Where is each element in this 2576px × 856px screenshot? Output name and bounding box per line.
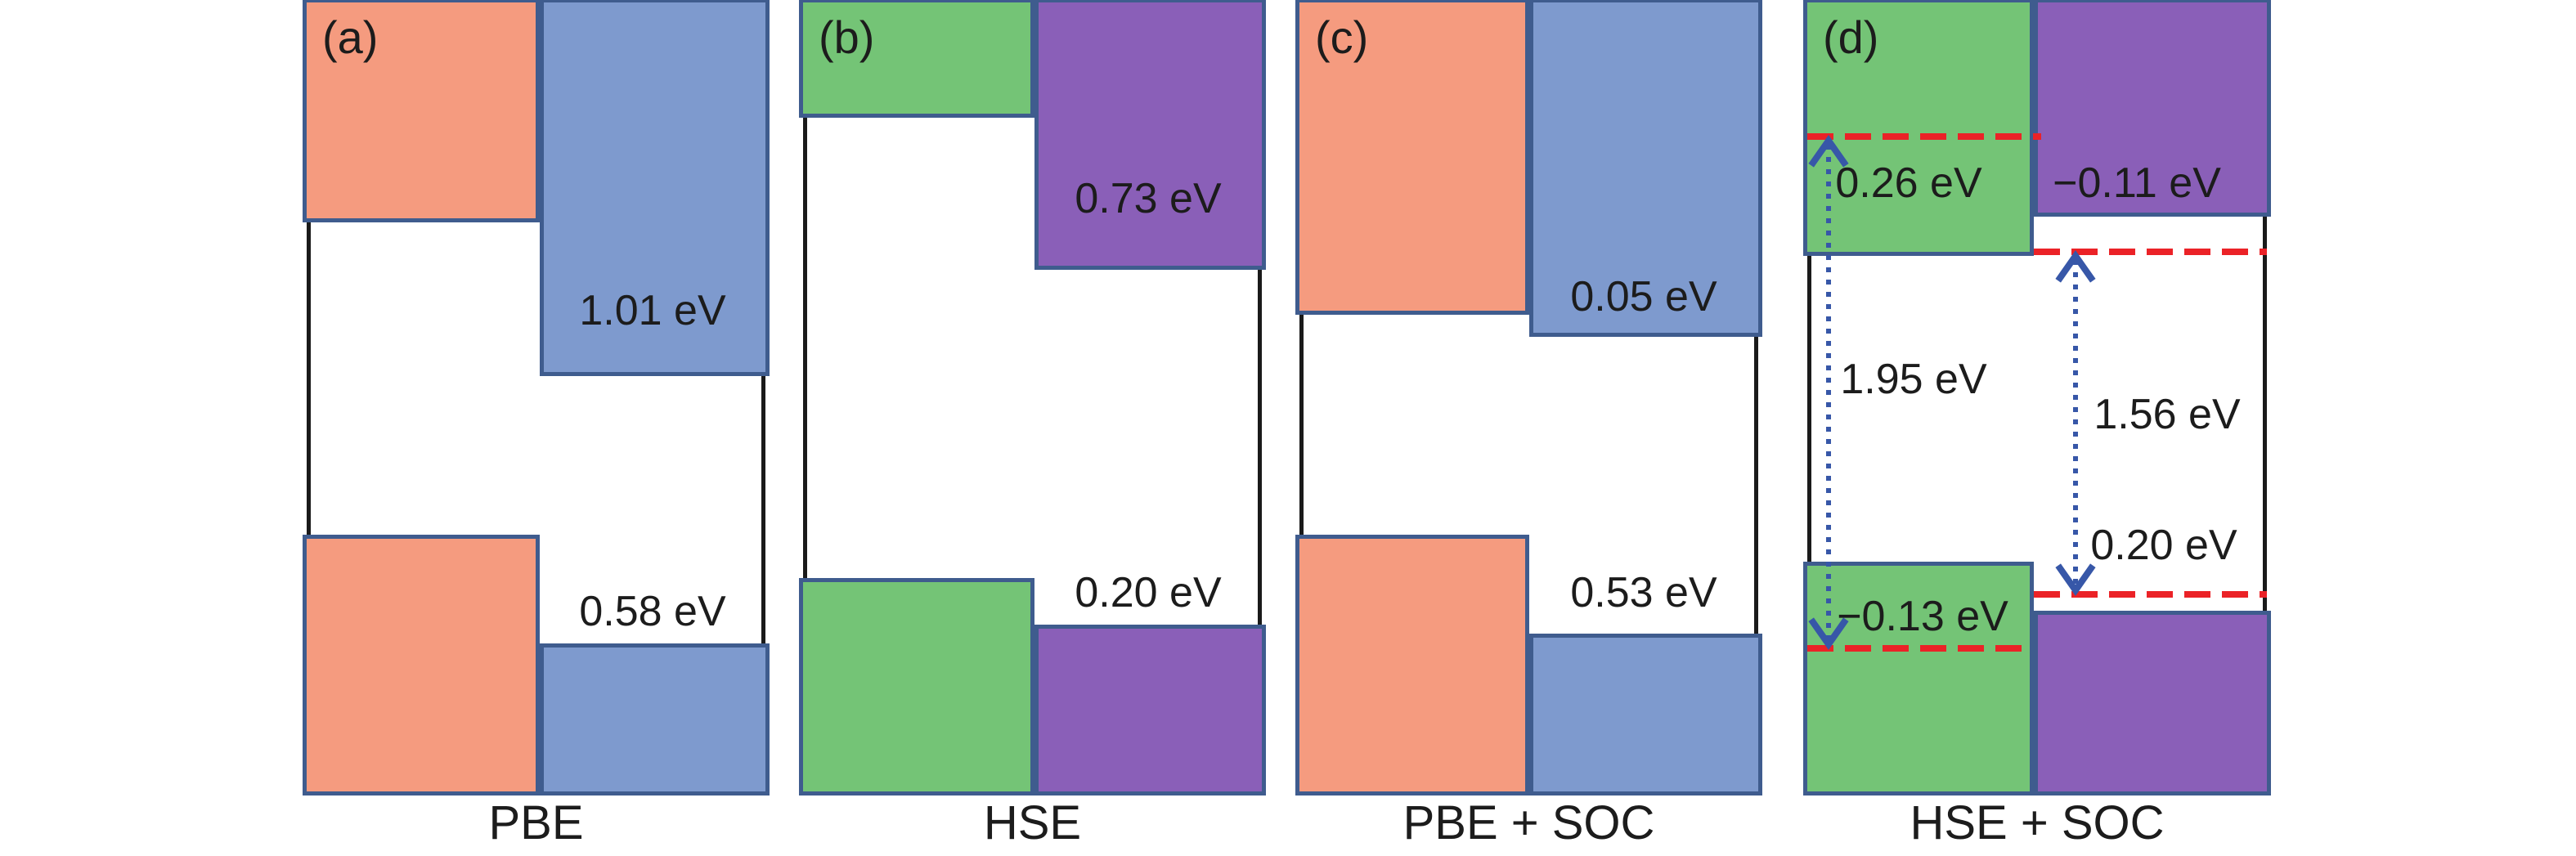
band-gap-left-label: 1.95 eV: [1840, 356, 1987, 403]
panel-letter: (a): [322, 11, 379, 63]
soc-level-dashed-line-bottom-right: [2034, 591, 2267, 598]
valence-band-block-left: [303, 535, 540, 795]
panel-c-pbe-soc: (c) 0.05 eV 0.53 eV PBE + SOC: [1295, 0, 1762, 847]
panel-letter: (b): [819, 11, 875, 63]
valence-band-offset-label: 0.53 eV: [1570, 569, 1717, 616]
panel-letter: (c): [1315, 11, 1369, 63]
soc-level-dashed-line-top-left: [1807, 133, 2041, 140]
panel-d-hse-soc: (d) 0.26 eV −0.11 eV 1.95 eV 1.56 eV 0.2…: [1803, 0, 2271, 847]
band-gap-right-label: 1.56 eV: [2094, 391, 2241, 438]
valence-band-block-right: [1529, 634, 1762, 795]
conduction-band-block-left: [1295, 0, 1529, 315]
panel-caption: HSE + SOC: [1910, 796, 2165, 849]
conduction-band-offset-label: 0.26 eV: [1835, 159, 1982, 207]
panel-b-hse: (b) 0.73 eV 0.20 eV HSE: [799, 0, 1266, 847]
conduction-band-block-right: [2034, 0, 2271, 217]
lower-left-level-label: −0.13 eV: [1837, 593, 2008, 640]
conduction-band-block-left: [303, 0, 540, 222]
valence-band-block-left: [799, 578, 1034, 795]
valence-band-offset-label: 0.58 eV: [579, 588, 726, 635]
conduction-band-block-left: [799, 0, 1034, 118]
band-gap-arrow-left: [1808, 135, 1849, 650]
valence-band-block-right: [2034, 611, 2271, 795]
band-gap-arrow-right: [2055, 250, 2096, 596]
conduction-band-block-right: [540, 0, 770, 376]
valence-band-block-right: [540, 643, 770, 795]
panel-caption: PBE: [488, 796, 584, 849]
panel-a-pbe: (a) 1.01 eV 0.58 eV PBE: [303, 0, 770, 847]
panel-letter: (d): [1823, 11, 1879, 63]
conduction-band-block-right: [1034, 0, 1266, 270]
valence-band-block-left: [1295, 535, 1529, 795]
soc-level-dashed-line-bottom-left: [1807, 645, 2030, 652]
valence-band-block-right: [1034, 625, 1266, 795]
soc-level-dashed-line-top-right: [2034, 249, 2267, 255]
panel-caption: HSE: [983, 796, 1082, 849]
conduction-band-block-left: [1803, 0, 2034, 256]
conduction-band-offset-label: 0.73 eV: [1075, 175, 1222, 222]
valence-band-offset-label: 0.20 eV: [1075, 569, 1222, 616]
valence-band-offset-label: 0.20 eV: [2090, 522, 2237, 569]
conduction-band-offset-label: 0.05 eV: [1570, 273, 1717, 320]
valence-band-block-left: [1803, 562, 2034, 795]
upper-right-level-label: −0.11 eV: [2053, 159, 2221, 207]
conduction-band-block-right: [1529, 0, 1762, 337]
panel-caption: PBE + SOC: [1402, 796, 1655, 849]
conduction-band-offset-label: 1.01 eV: [579, 287, 726, 334]
